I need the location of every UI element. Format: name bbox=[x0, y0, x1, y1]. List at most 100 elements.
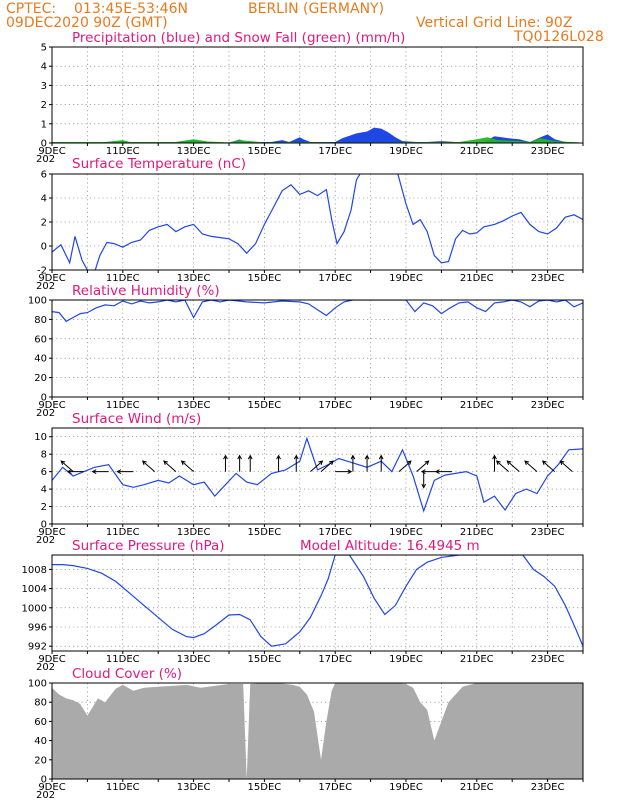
precip-ytick-label: 3 bbox=[41, 81, 47, 92]
pres-ytick-label: 996 bbox=[28, 623, 47, 634]
wind-arrow bbox=[496, 460, 509, 473]
precip-xtick-label: 21DEC bbox=[460, 146, 494, 157]
pres-xtick-label: 23DEC bbox=[531, 654, 565, 665]
precip-year-label: 202 bbox=[36, 154, 55, 165]
wind-ytick-label: 4 bbox=[41, 485, 47, 496]
temp-xtick-label: 17DEC bbox=[318, 273, 352, 284]
wind-arrow bbox=[398, 460, 412, 473]
rh-ytick-label: 100 bbox=[28, 296, 47, 307]
cloud-ytick-label: 40 bbox=[34, 736, 47, 747]
wind-ytick-label: 10 bbox=[34, 432, 47, 443]
wind-arrow-head bbox=[495, 460, 501, 465]
cloud-ytick-label: 100 bbox=[28, 679, 47, 690]
pres-year-label: 202 bbox=[36, 662, 55, 673]
wind-arrow bbox=[416, 460, 429, 473]
rh-ytick-label: 0 bbox=[41, 393, 47, 404]
precip-series-1-area bbox=[52, 137, 583, 143]
pres-frame bbox=[51, 554, 584, 652]
wind-ytick-label: 2 bbox=[41, 502, 47, 513]
wind-arrow-head bbox=[276, 454, 281, 460]
header-coords: 013:45E-53:46N bbox=[74, 1, 188, 17]
cloud-year-label: 202 bbox=[36, 790, 55, 800]
pres-ytick-label: 1004 bbox=[22, 584, 47, 595]
temp-ytick-label: 4 bbox=[41, 194, 47, 205]
pres-title: Surface Pressure (hPa) bbox=[72, 538, 225, 554]
wind-arrow bbox=[320, 460, 334, 473]
wind-arrow-head bbox=[328, 460, 334, 465]
chart-header: CPTEC: 013:45E-53:46N BERLIN (GERMANY) 0… bbox=[0, 0, 618, 48]
header-location: BERLIN (GERMANY) bbox=[248, 1, 385, 17]
precip-ytick-label: 2 bbox=[41, 100, 47, 111]
cloud-xtick-label: 17DEC bbox=[318, 782, 352, 793]
cloud-ytick-label: 0 bbox=[41, 775, 47, 786]
pres-ytick-label: 992 bbox=[28, 642, 47, 653]
cloud-xtick-label: 9DEC bbox=[38, 782, 65, 793]
rh-year-label: 202 bbox=[36, 408, 55, 419]
temp-ytick-label: 2 bbox=[41, 218, 47, 229]
temp-xtick-label: 19DEC bbox=[389, 273, 423, 284]
wind-arrow-head bbox=[559, 460, 565, 465]
temp-xtick-label: 23DEC bbox=[531, 273, 565, 284]
cloud-xtick-label: 23DEC bbox=[531, 782, 565, 793]
precip-xtick-label: 15DEC bbox=[248, 146, 282, 157]
wind-arrow-head bbox=[347, 469, 353, 475]
pres-xtick-label: 15DEC bbox=[248, 654, 282, 665]
precip-ytick-label: 0 bbox=[41, 139, 47, 150]
rh-title: Relative Humidity (%) bbox=[72, 283, 220, 299]
temp-year-label: 202 bbox=[36, 281, 55, 292]
cloud-ytick-label: 20 bbox=[34, 755, 47, 766]
wind-arrow-head bbox=[163, 460, 168, 465]
wind-arrow-head bbox=[247, 454, 253, 460]
wind-year-label: 202 bbox=[36, 535, 55, 546]
wind-xtick-label: 15DEC bbox=[248, 527, 282, 538]
wind-arrow-head bbox=[524, 460, 530, 465]
rh-ytick-label: 60 bbox=[34, 334, 47, 345]
wind-arrow-head bbox=[60, 460, 66, 465]
rh-xtick-label: 17DEC bbox=[318, 400, 352, 411]
rh-series-line bbox=[52, 300, 583, 323]
precip-xtick-label: 11DEC bbox=[106, 146, 140, 157]
wind-arrow bbox=[506, 460, 520, 473]
wind-arrow-head bbox=[141, 460, 147, 465]
wind-arrow-head bbox=[378, 454, 384, 460]
wind-arrow-head bbox=[223, 454, 228, 460]
wind-arrow-head bbox=[541, 460, 547, 465]
rh-xtick-label: 21DEC bbox=[460, 400, 494, 411]
wind-xtick-label: 23DEC bbox=[531, 527, 565, 538]
wind-arrow bbox=[524, 460, 538, 473]
wind-arrow-head bbox=[318, 460, 324, 465]
cloud-title: Cloud Cover (%) bbox=[72, 666, 182, 682]
wind-arrow bbox=[310, 460, 323, 473]
temp-frame bbox=[51, 173, 584, 271]
cloud-ytick-label: 80 bbox=[34, 698, 47, 709]
temp-xtick-label: 11DEC bbox=[106, 273, 140, 284]
rh-xtick-label: 13DEC bbox=[177, 400, 211, 411]
temp-series-line bbox=[52, 174, 583, 270]
cloud-frame bbox=[51, 682, 584, 780]
wind-title: Surface Wind (m/s) bbox=[72, 411, 201, 427]
precip-xtick-label: 9DEC bbox=[38, 146, 65, 157]
pres-xtick-label: 13DEC bbox=[177, 654, 211, 665]
temp-xtick-label: 13DEC bbox=[177, 273, 211, 284]
wind-xtick-label: 21DEC bbox=[460, 527, 494, 538]
wind-arrow-head bbox=[293, 454, 299, 460]
wind-arrow-head bbox=[421, 483, 427, 489]
wind-xtick-label: 13DEC bbox=[177, 527, 211, 538]
precip-ytick-label: 5 bbox=[41, 43, 47, 54]
wind-arrow bbox=[142, 460, 155, 473]
cloud-xtick-label: 11DEC bbox=[106, 782, 140, 793]
wind-arrow-head bbox=[406, 460, 412, 465]
wind-arrow-head bbox=[237, 454, 242, 460]
pres-xtick-label: 9DEC bbox=[38, 654, 65, 665]
rh-xtick-label: 11DEC bbox=[106, 400, 140, 411]
wind-arrow-head bbox=[116, 469, 122, 475]
rh-xtick-label: 9DEC bbox=[38, 400, 65, 411]
rh-xtick-label: 15DEC bbox=[248, 400, 282, 411]
cloud-xtick-label: 15DEC bbox=[248, 782, 282, 793]
precip-xtick-label: 19DEC bbox=[389, 146, 423, 157]
wind-arrow-head bbox=[492, 454, 497, 460]
temp-ytick-label: -2 bbox=[37, 266, 47, 277]
rh-frame bbox=[51, 299, 584, 398]
wind-arrow-head bbox=[434, 469, 440, 475]
